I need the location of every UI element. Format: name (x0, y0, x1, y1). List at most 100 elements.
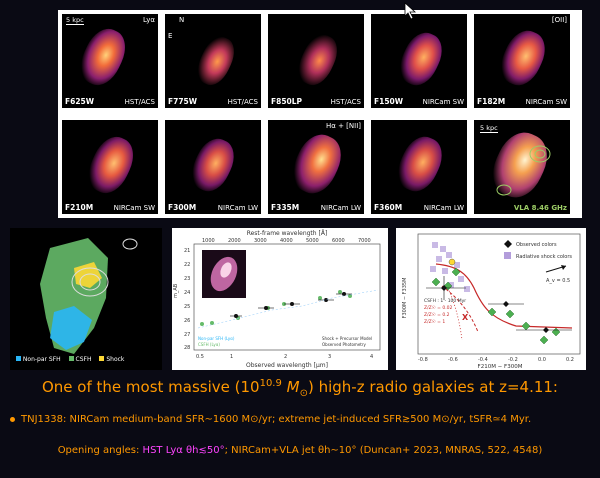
observed-colors (426, 276, 572, 333)
bottom-ticks: 0.5 1 2 3 4 (196, 354, 373, 360)
tile-f850lp: F850LP HST/ACS (268, 14, 364, 108)
y-tick: 22 (184, 262, 190, 268)
galaxy-image (73, 22, 133, 92)
legend-shock: Shock + Precursor Model (322, 336, 372, 341)
legend-swatch-csfh (68, 356, 74, 361)
y-tick: 23 (184, 276, 190, 282)
galaxy-image (292, 29, 344, 91)
x-ticks: -0.8 -0.6 -0.4 -0.2 0.0 0.2 (418, 357, 574, 363)
bottom-axis-label: Observed wavelength [μm] (246, 362, 328, 369)
x-marker: X (462, 313, 469, 322)
y-axis-label: F300M − F335M (402, 278, 408, 319)
top-tick: 2000 (228, 238, 241, 244)
galaxy-image (493, 24, 553, 92)
opening-hst: HST Lyα θh≲50° (142, 445, 225, 456)
galaxy-image (390, 130, 450, 198)
legend-shock-marker (504, 252, 511, 259)
filter-label: F210M (65, 203, 94, 212)
filter-label: F850LP (271, 97, 303, 106)
x-tick: -0.6 (448, 357, 458, 363)
instrument-label: NIRCam SW (422, 98, 464, 106)
instrument-label: HST/ACS (330, 98, 361, 106)
galaxy-image (393, 26, 449, 92)
x-tick: 0.2 (566, 357, 574, 363)
y-tick: 25 (184, 304, 190, 310)
y-tick: 21 (184, 248, 190, 254)
top-tick: 6000 (332, 238, 345, 244)
y-tick: 28 (184, 345, 190, 351)
y-ticks: 21 22 23 24 25 26 27 28 (184, 248, 190, 351)
bottom-tick: 4 (370, 354, 373, 360)
instrument-label: NIRCam LW (320, 204, 361, 212)
opening-angles-line: Opening angles: HST Lyα θh≲50°; NIRCam+V… (0, 445, 600, 456)
top-tick: 1000 (202, 238, 215, 244)
compass-north: N (179, 16, 185, 24)
headline-sun: ⊙ (299, 388, 308, 399)
bottom-tick: 1 (230, 354, 233, 360)
instrument-label: NIRCam LW (217, 204, 258, 212)
x-tick: -0.4 (478, 357, 488, 363)
bullet-line: TNJ1338: NIRCam medium-band SFR∼1600 M⊙/… (10, 414, 531, 425)
tile-vla: 5 kpc VLA 8.46 GHz (474, 120, 570, 214)
top-axis-label: Rest-frame wavelength [Å] (247, 230, 328, 237)
tile-f775w: N E F775W HST/ACS (165, 14, 261, 108)
headline-exp: 10.9 (259, 378, 282, 389)
filter-label: F625W (65, 97, 95, 106)
y-tick: 26 (184, 318, 190, 324)
headline-pre: One of the most massive (10 (41, 378, 260, 396)
tile-f300m: F300M NIRCam LW (165, 120, 261, 214)
top-tick: 4000 (280, 238, 293, 244)
csfh-title: CSFH : 1 - 100 Myr (424, 298, 466, 304)
sed-map-panel: Non-par SFH CSFH Shock (10, 228, 162, 370)
sed-plot: Rest-frame wavelength [Å] 1000 2000 3000… (173, 230, 381, 369)
legend-shock: Radiative shock colors (516, 254, 572, 260)
legend-swatch-nonpar (16, 356, 21, 361)
line-label: [OII] (551, 16, 567, 24)
color-color-plot: X Observed colors Radiative shock colors… (402, 233, 581, 370)
observed-points (230, 292, 352, 318)
tile-f360m: F360M NIRCam LW (371, 120, 467, 214)
radio-contours (496, 145, 551, 196)
legend-swatch-shock (99, 356, 105, 361)
sed-plot-panel: Rest-frame wavelength [Å] 1000 2000 3000… (172, 228, 388, 370)
scale-bar: 5 kpc (66, 16, 84, 25)
galaxy-image (285, 127, 349, 201)
top-tick: 5000 (306, 238, 319, 244)
y-tick: 27 (184, 332, 190, 338)
map-legend: Non-par SFH CSFH Shock (16, 356, 124, 363)
tile-f335m: Hα + [NII] F335M NIRCam LW (268, 120, 364, 214)
legend-csfh: CSFH (Lyα) (198, 342, 220, 347)
mouse-cursor-icon (404, 2, 417, 20)
headline-mid: M (281, 378, 300, 396)
instrument-label: NIRCam SW (525, 98, 567, 106)
tile-f182m: [OII] F182M NIRCam SW (474, 14, 570, 108)
filter-label: F300M (168, 203, 197, 212)
csfh-track-z1 (435, 263, 573, 329)
x-axis-label: F210M − F300M (478, 364, 523, 370)
filter-label: F360M (374, 203, 403, 212)
tile-f625w: 5 kpc Lyα F625W HST/ACS (62, 14, 158, 108)
tile-f150w: F150W NIRCam SW (371, 14, 467, 108)
galaxy-image (185, 132, 241, 198)
bottom-tick: 2 (284, 354, 287, 360)
x-tick: -0.2 (508, 357, 518, 363)
legend-observed: Observed Photometry (322, 342, 366, 347)
csfh-line-z1: Z/Z☉ = 1 (424, 319, 445, 325)
legend-observed-marker (504, 240, 512, 248)
model-points (200, 290, 352, 326)
x-tick: -0.8 (418, 357, 428, 363)
line-label: Hα + [NII] (325, 122, 361, 130)
sed-map (40, 238, 138, 354)
instrument-label: HST/ACS (227, 98, 258, 106)
scale-bar: 5 kpc (480, 124, 498, 133)
compass-east: E (168, 32, 173, 40)
opening-post: ; NIRCam+VLA jet θh∼10° (Duncan+ 2023, M… (224, 445, 543, 456)
arrow-label: A_v = 0.5 (546, 278, 570, 284)
filter-label: F775W (168, 97, 198, 106)
galaxy-image (81, 130, 141, 200)
csfh-line-z002: Z/Z☉ = 0.02 (424, 305, 453, 311)
galaxy-image (191, 32, 241, 90)
color-color-panel: X Observed colors Radiative shock colors… (396, 228, 586, 370)
filter-image-grid: 5 kpc Lyα F625W HST/ACS N E F775W HST/AC… (58, 10, 582, 218)
top-ticks: 1000 2000 3000 4000 5000 6000 7000 (202, 238, 371, 244)
